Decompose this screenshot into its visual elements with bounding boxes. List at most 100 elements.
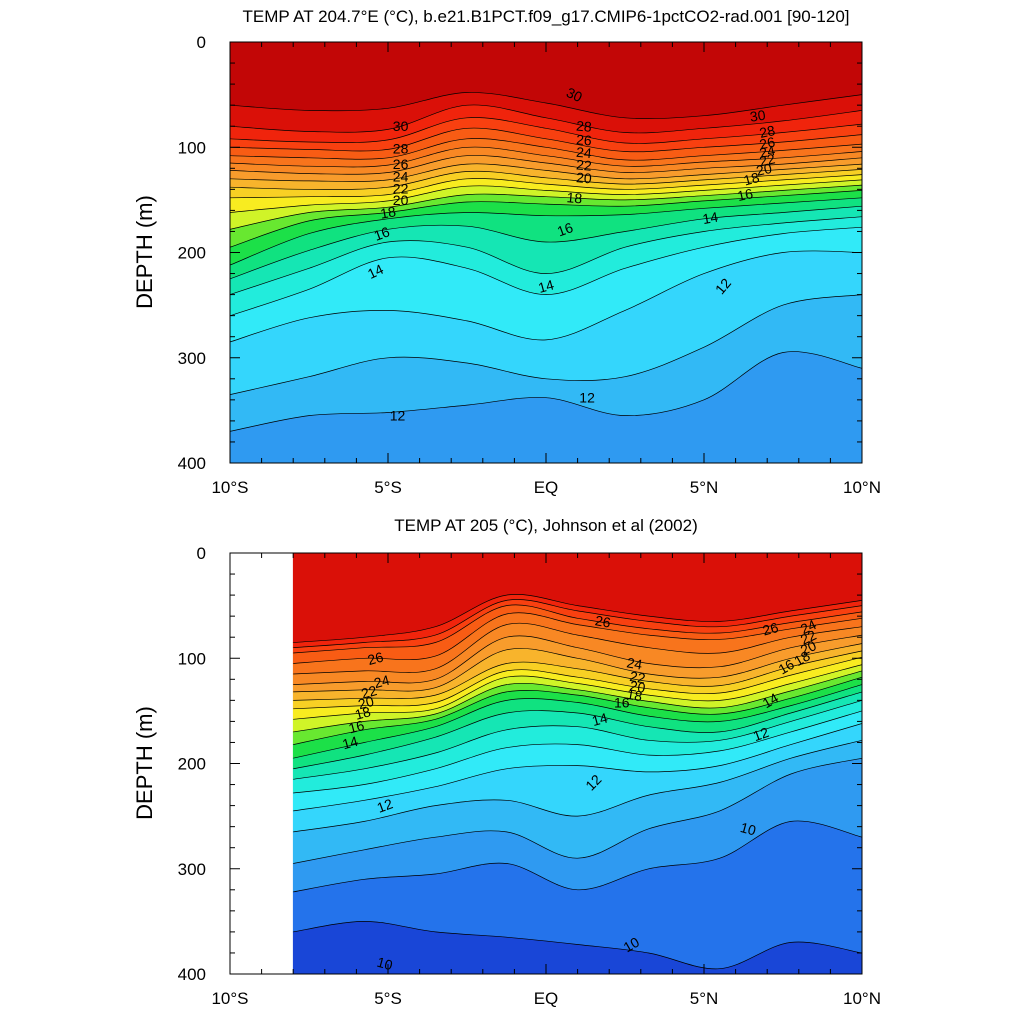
contour-line: [229, 169, 863, 190]
x-tick-label: 10°S: [211, 989, 248, 1008]
contour-line: [293, 604, 863, 654]
contour-line: [293, 670, 863, 733]
contour-line: [293, 656, 863, 710]
contour-label: 28: [758, 122, 777, 141]
contour-line: [229, 184, 863, 230]
x-tick-label: 5°N: [690, 989, 719, 1008]
contour-label: 10: [739, 819, 758, 839]
y-tick-label: 400: [178, 454, 206, 473]
contour-line: [229, 351, 863, 432]
contour-label: 12: [375, 795, 395, 815]
contour-label: 10: [375, 954, 394, 974]
y-tick-label: 0: [197, 544, 206, 563]
contour-label: 26: [393, 156, 409, 172]
contour-label: 26: [758, 134, 777, 153]
contour-label: 22: [393, 180, 409, 196]
contour-label: 20: [393, 192, 409, 208]
contour-label: 20: [356, 693, 375, 713]
contour-line: [293, 599, 863, 649]
y-tick-label: 400: [178, 965, 206, 984]
contour-label: 24: [625, 654, 643, 672]
y-tick-label: 200: [178, 244, 206, 263]
x-tick-label: 10°N: [843, 478, 881, 497]
contour-label: 24: [798, 616, 819, 637]
contour-label: 16: [347, 717, 366, 737]
contour-label: 30: [564, 84, 585, 105]
contour-label: 20: [798, 637, 819, 658]
contour-label: 16: [555, 219, 575, 239]
contour-line: [293, 650, 863, 701]
contour-label: 18: [625, 686, 643, 704]
contour-line: [229, 155, 863, 175]
chart-title: TEMP AT 205 (°C), Johnson et al (2002): [394, 516, 698, 535]
contour-line: [293, 676, 863, 745]
contour-label: 22: [758, 150, 777, 169]
contour-line: [293, 594, 863, 643]
contour-label: 28: [575, 118, 592, 135]
contour-line: [229, 104, 863, 134]
contour-label: 22: [575, 156, 592, 173]
contour-line: [229, 250, 863, 343]
panel-top: TEMP AT 204.7°E (°C), b.e21.B1PCT.f09_g1…: [132, 7, 881, 497]
contour-label: 18: [742, 169, 761, 189]
y-tick-label: 100: [178, 649, 206, 668]
contour-line: [293, 820, 863, 893]
contour-label: 14: [365, 261, 386, 282]
x-tick-label: 5°S: [374, 989, 402, 1008]
contour-label: 26: [761, 619, 780, 639]
contour-label: 16: [372, 223, 392, 243]
contour-line: [229, 127, 863, 153]
contour-line: [293, 700, 863, 780]
contour-line: [229, 163, 863, 182]
contour-line: [229, 117, 863, 144]
contour-line: [293, 921, 863, 970]
contour-label: 12: [751, 724, 771, 744]
x-tick-label: 5°N: [690, 478, 719, 497]
contour-label: 30: [749, 107, 767, 125]
y-tick-label: 0: [197, 33, 206, 52]
contour-label: 20: [629, 677, 647, 695]
x-tick-label: 5°S: [374, 478, 402, 497]
contour-line: [293, 710, 863, 794]
contour-line: [293, 739, 863, 833]
contour-line: [229, 216, 863, 295]
contour-label: 26: [575, 131, 592, 148]
contour-line: [293, 691, 863, 770]
contour-line: [293, 634, 863, 685]
y-tick-label: 100: [178, 138, 206, 157]
contour-label: 22: [629, 668, 647, 686]
chart-title: TEMP AT 204.7°E (°C), b.e21.B1PCT.f09_g1…: [242, 7, 849, 26]
contour-label: 22: [359, 682, 378, 702]
contour-label: 18: [566, 189, 583, 206]
contour-line: [293, 622, 863, 675]
panel-bottom: TEMP AT 205 (°C), Johnson et al (2002) D…: [132, 516, 881, 1008]
contour-line: [229, 138, 863, 161]
x-tick-label: 10°S: [211, 478, 248, 497]
contour-label: 14: [701, 209, 719, 227]
y-tick-label: 300: [178, 860, 206, 879]
contour-label: 10: [621, 934, 643, 956]
contour-line: [293, 757, 863, 864]
contour-line: [293, 664, 863, 720]
y-tick-label: 300: [178, 349, 206, 368]
contour-line: [293, 643, 863, 693]
contour-line: [229, 190, 863, 248]
contour-label: 24: [758, 142, 777, 161]
contour-line: [229, 205, 863, 280]
contour-label: 22: [798, 627, 819, 648]
contour-label: 16: [736, 185, 755, 204]
contour-label: 14: [590, 710, 609, 730]
contour-label: 14: [341, 733, 360, 753]
contour-label: 14: [760, 689, 782, 711]
contour-line: [229, 92, 863, 120]
y-axis-label: DEPTH (m): [132, 195, 157, 309]
contour-label: 18: [791, 647, 813, 669]
contour-label: 26: [366, 649, 385, 669]
x-tick-label: EQ: [534, 989, 559, 1008]
y-axis-label: DEPTH (m): [132, 706, 157, 820]
contour-label: 18: [353, 703, 372, 723]
contour-label: 30: [393, 118, 409, 134]
contour-label: 24: [393, 169, 409, 185]
contour-line: [293, 684, 863, 759]
contour-label: 28: [393, 140, 409, 156]
